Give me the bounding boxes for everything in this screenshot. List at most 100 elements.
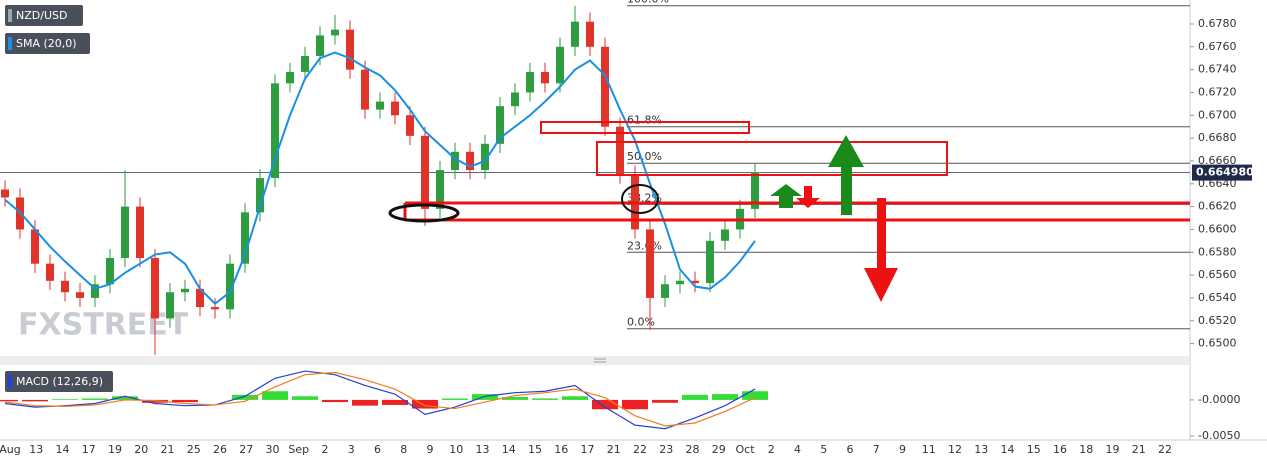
candle-body: [166, 292, 174, 319]
fib-label: 61.8%: [627, 114, 662, 127]
panel-divider: [0, 356, 1190, 365]
y-tick-label: 0.6580: [1198, 245, 1237, 258]
watermark: FXSTREET: [18, 308, 189, 343]
date-label: 28: [686, 443, 700, 456]
candle-body: [301, 55, 309, 72]
date-label: 21: [161, 443, 175, 456]
date-label: 12: [948, 443, 962, 456]
date-label: 17: [82, 443, 96, 456]
date-label: 2: [768, 443, 775, 456]
histogram-bar: [352, 399, 378, 406]
date-label: 14: [502, 443, 516, 456]
candle-body: [376, 101, 384, 110]
candle-body: [571, 21, 579, 47]
histogram-bar: [52, 399, 78, 400]
date-label: 14: [1001, 443, 1015, 456]
candle-body: [136, 206, 144, 258]
date-label: 30: [266, 443, 280, 456]
histogram-bar: [622, 399, 648, 410]
candle-body: [706, 240, 714, 284]
date-label: 6: [374, 443, 381, 456]
date-label: 8: [400, 443, 407, 456]
candle-body: [436, 170, 444, 209]
date-label: 6: [847, 443, 854, 456]
date-label: 2: [322, 443, 329, 456]
arrow-up: [770, 184, 802, 208]
legend-swatch: [8, 375, 12, 388]
legend-swatch: [8, 37, 12, 50]
histogram-bar: [682, 394, 708, 400]
legend-sma: SMA (20,0): [16, 37, 77, 50]
candle-body: [106, 257, 114, 285]
histogram-bar: [262, 391, 288, 400]
candle-body: [181, 288, 189, 293]
sma-line: [4, 51, 756, 305]
histogram-bar: [562, 396, 588, 400]
candle-body: [46, 263, 54, 281]
date-label: 13: [476, 443, 490, 456]
candle-body: [361, 69, 369, 110]
y-tick-label: 0.6620: [1198, 200, 1237, 213]
y-tick-label: 0.6600: [1198, 222, 1237, 235]
candle-body: [286, 71, 294, 84]
y-tick-label: 0.6520: [1198, 314, 1237, 327]
legend-swatch: [8, 9, 12, 22]
candle-body: [586, 21, 594, 47]
candle-body: [391, 101, 399, 116]
candle-body: [661, 284, 669, 298]
histogram-bar: [82, 398, 108, 400]
histogram-bar: [142, 399, 168, 403]
candle-body: [1, 189, 9, 198]
y-tick-label: 0.6680: [1198, 131, 1237, 144]
candle-body: [751, 172, 759, 209]
candle-body: [421, 135, 429, 209]
candle-body: [256, 178, 264, 213]
candle-body: [526, 71, 534, 93]
y-tick-label: 0.6720: [1198, 85, 1237, 98]
date-label: 11: [922, 443, 936, 456]
y-tick-label: 0.6540: [1198, 291, 1237, 304]
date-label: 22: [633, 443, 647, 456]
date-label: 29: [712, 443, 726, 456]
candle-body: [151, 257, 159, 319]
circle-mark: [388, 203, 460, 223]
date-label: Oct: [735, 443, 755, 456]
arrow-down: [864, 198, 898, 302]
candle-body: [211, 307, 219, 310]
fib-label: 50.0%: [627, 150, 662, 163]
candle-body: [556, 46, 564, 84]
legend-box: [5, 5, 83, 26]
y-tick-label: 0.6560: [1198, 268, 1237, 281]
candle-body: [481, 143, 489, 171]
date-label: Aug: [0, 443, 21, 456]
zone-box: [540, 121, 750, 134]
date-label: 5: [820, 443, 827, 456]
fib-label: 100.0%: [627, 0, 669, 6]
legend-box: [5, 33, 90, 54]
y-tick-label: 0.6740: [1198, 63, 1237, 76]
date-label: 22: [1158, 443, 1172, 456]
date-label: 15: [1027, 443, 1041, 456]
fib-label: 0.0%: [627, 316, 655, 329]
plot: 0.6500 0.6520 0.6540 0.6560 0.6580 0.6600 0.66…: [0, 0, 1254, 456]
last-price-label: 0.664980: [1196, 166, 1254, 179]
date-label: 18: [1079, 443, 1093, 456]
date-label: Sep: [288, 443, 309, 456]
candle-body: [76, 292, 84, 298]
histogram-bar: [232, 394, 258, 400]
candle-body: [346, 29, 354, 70]
candle-body: [451, 151, 459, 171]
date-label: 9: [899, 443, 906, 456]
date-label: 13: [29, 443, 43, 456]
date-label: 21: [1132, 443, 1146, 456]
candle-body: [241, 212, 249, 264]
candle-body: [271, 83, 279, 179]
candle-body: [316, 35, 324, 56]
fib-label: 23.6%: [627, 239, 662, 252]
date-label: 26: [213, 443, 227, 456]
date-label: 15: [528, 443, 542, 456]
histogram-bar: [742, 391, 768, 400]
y-tick-label: 0.6500: [1198, 337, 1237, 350]
date-label: 19: [1106, 443, 1120, 456]
